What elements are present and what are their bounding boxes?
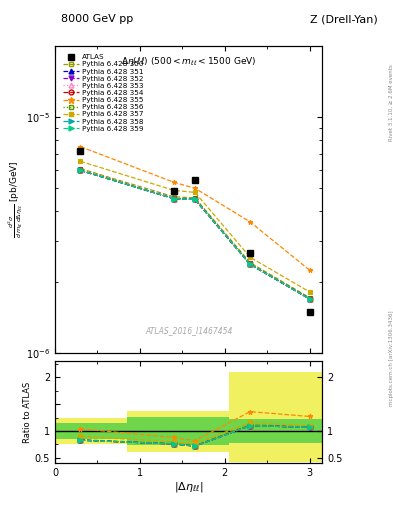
ATLAS bbox=[248, 250, 253, 257]
Legend: ATLAS, Pythia 6.428 350, Pythia 6.428 351, Pythia 6.428 352, Pythia 6.428 353, P: ATLAS, Pythia 6.428 350, Pythia 6.428 35… bbox=[61, 53, 145, 133]
Y-axis label: Ratio to ATLAS: Ratio to ATLAS bbox=[23, 381, 32, 443]
X-axis label: $|\Delta\eta_{\ell\ell}|$: $|\Delta\eta_{\ell\ell}|$ bbox=[174, 480, 203, 494]
ATLAS bbox=[193, 177, 197, 183]
ATLAS bbox=[307, 309, 312, 315]
Line: ATLAS: ATLAS bbox=[77, 148, 313, 315]
Text: mcplots.cern.ch [arXiv:1306.3436]: mcplots.cern.ch [arXiv:1306.3436] bbox=[389, 311, 393, 406]
Text: 8000 GeV pp: 8000 GeV pp bbox=[61, 14, 133, 25]
Text: Z (Drell-Yan): Z (Drell-Yan) bbox=[310, 14, 377, 25]
Text: $\Delta\eta(\ell\ell)\ (500 < m_{\ell\ell} < 1500\ \mathrm{GeV})$: $\Delta\eta(\ell\ell)\ (500 < m_{\ell\el… bbox=[121, 55, 256, 68]
ATLAS bbox=[78, 148, 83, 154]
ATLAS bbox=[171, 188, 176, 195]
Text: Rivet 3.1.10, ≥ 2.6M events: Rivet 3.1.10, ≥ 2.6M events bbox=[389, 64, 393, 141]
Y-axis label: $\frac{d^2\sigma}{d\,m_{\ell\ell}\,d\Delta\eta_{\ell\ell}}$ [pb/GeV]: $\frac{d^2\sigma}{d\,m_{\ell\ell}\,d\Del… bbox=[6, 161, 25, 239]
Text: ATLAS_2016_I1467454: ATLAS_2016_I1467454 bbox=[145, 326, 232, 335]
